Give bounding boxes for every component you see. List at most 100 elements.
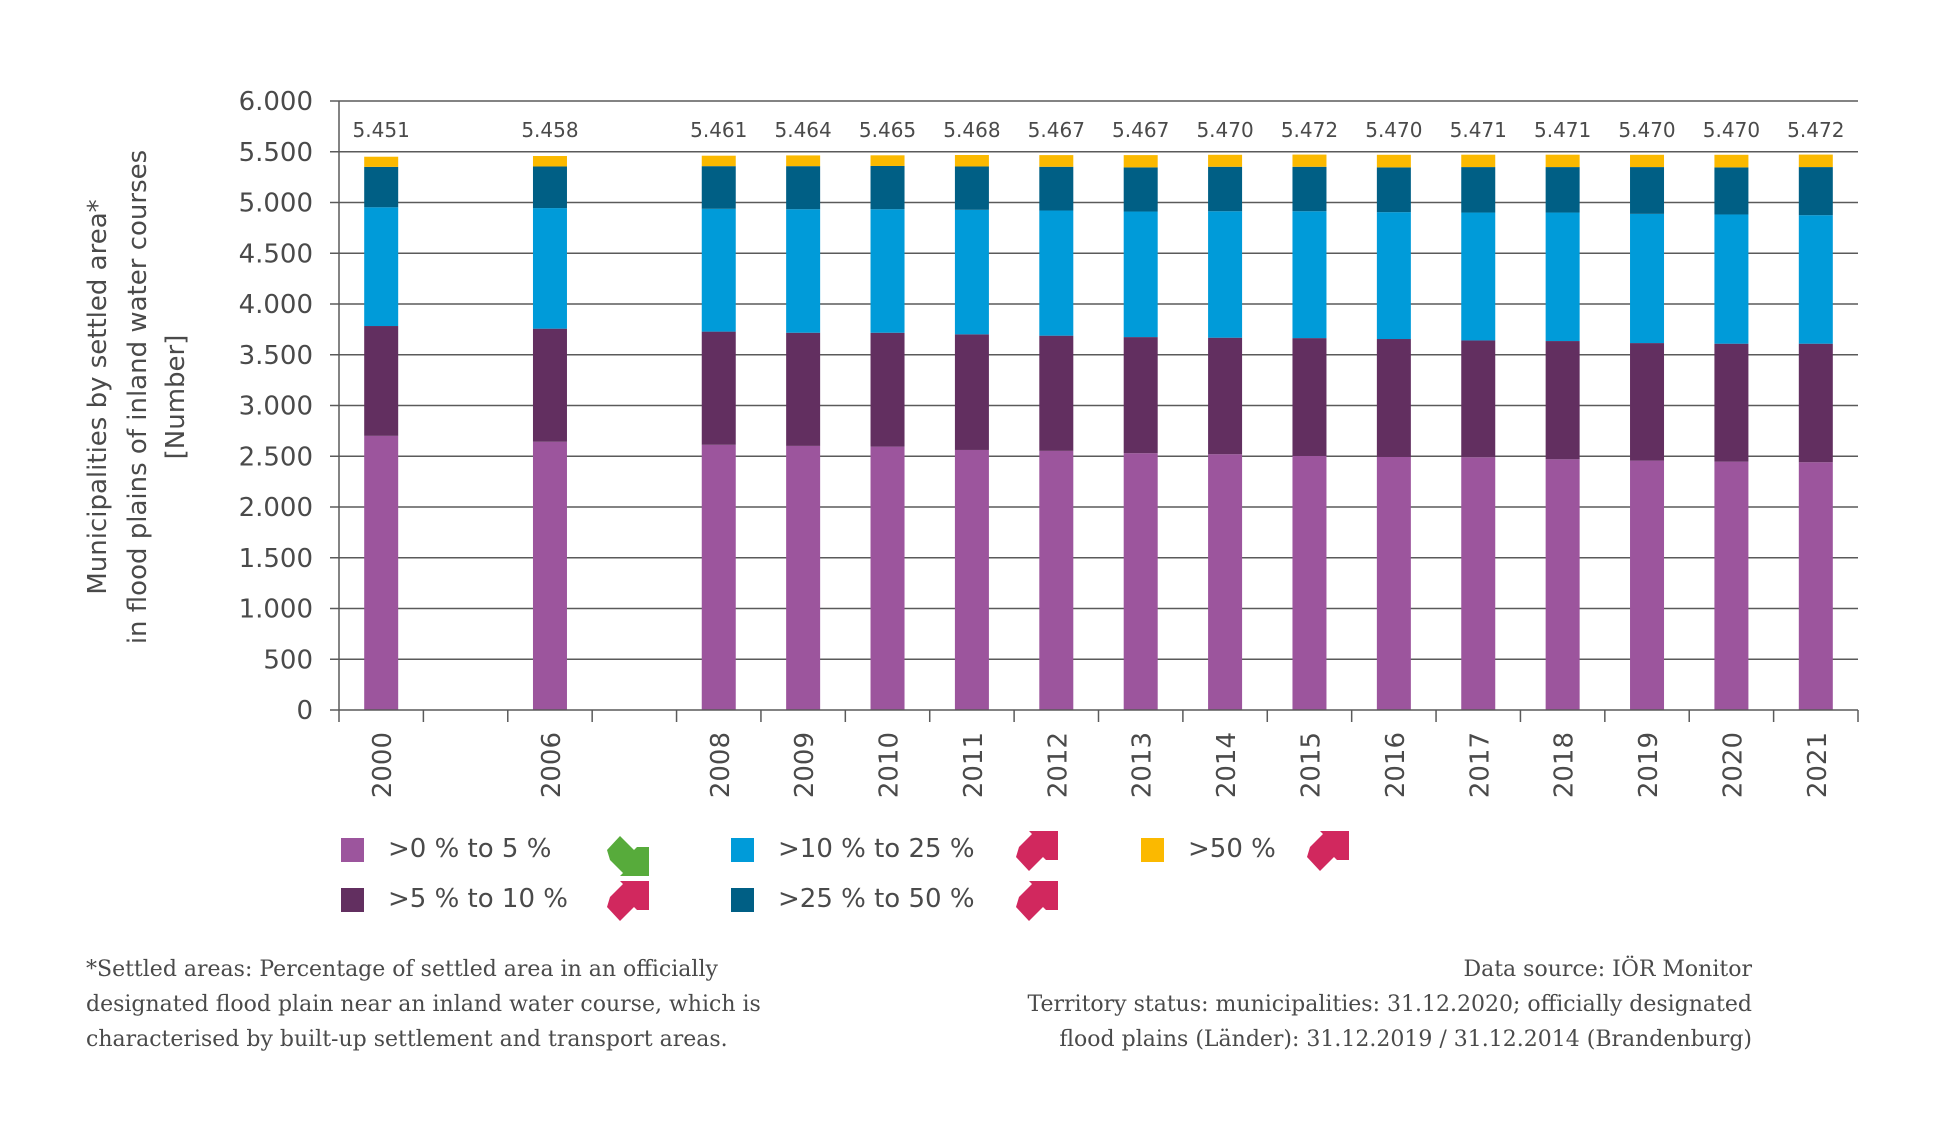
- y-axis-title-3: [Number]: [161, 335, 191, 460]
- bar-segment: [532, 328, 567, 442]
- y-tick-label: 2.500: [239, 442, 313, 472]
- total-value-label: 5.458: [521, 118, 578, 142]
- bar-segment: [1461, 154, 1496, 168]
- bar-segment: [701, 331, 736, 445]
- arrow-down-right-shape: [607, 836, 649, 876]
- total-value-label: 5.472: [1787, 118, 1844, 142]
- total-value-label: 5.468: [943, 118, 1000, 142]
- bar-segment: [1545, 341, 1580, 460]
- bar-segment: [1039, 210, 1074, 336]
- source-line: Territory status: municipalities: 31.12.…: [1027, 992, 1752, 1017]
- x-tick-label: 2011: [959, 732, 989, 798]
- bar-segment: [1208, 454, 1243, 710]
- y-tick-label: 0: [296, 696, 313, 726]
- total-value-label: 5.470: [1196, 118, 1253, 142]
- legend-label: >25 % to 50 %: [778, 884, 975, 914]
- total-value-label: 5.471: [1534, 118, 1591, 142]
- bar-segment: [1039, 166, 1074, 211]
- bar-segment: [1545, 167, 1580, 213]
- bar-segment: [954, 449, 989, 710]
- gridlines: [339, 100, 1858, 660]
- bar-segment: [364, 166, 399, 208]
- bar-segment: [1039, 155, 1074, 167]
- bar-segment: [701, 444, 736, 710]
- total-value-label: 5.470: [1365, 118, 1422, 142]
- legend-label: >0 % to 5 %: [388, 834, 552, 864]
- y-tick-label: 4.000: [239, 290, 313, 320]
- bar-segment: [1292, 338, 1327, 456]
- total-value-label: 5.465: [859, 118, 916, 142]
- total-value-label: 5.461: [690, 118, 747, 142]
- bar-segment: [1376, 212, 1411, 340]
- bar-segment: [1714, 214, 1749, 344]
- bar-segment: [786, 445, 821, 710]
- legend-item-25-50: >25 % to 50 %: [731, 881, 1058, 921]
- x-tick-label: 2016: [1381, 732, 1411, 798]
- bar-segment: [1461, 340, 1496, 458]
- bar-segment: [786, 332, 821, 446]
- bar-segment: [1208, 211, 1243, 338]
- bar-segment: [364, 207, 399, 327]
- footnote-line: designated flood plain near an inland wa…: [86, 992, 761, 1017]
- bar-segment: [1714, 167, 1749, 215]
- bar-segment: [1714, 343, 1749, 462]
- bar-segment: [1292, 455, 1327, 710]
- bar-segment: [364, 156, 399, 167]
- y-tick-label: 4.500: [239, 239, 313, 269]
- legend-swatch: [731, 888, 754, 912]
- bar-segment: [1123, 155, 1158, 168]
- y-tick-label: 5.000: [239, 189, 313, 219]
- bar-segment: [1545, 459, 1580, 710]
- total-value-label: 5.470: [1618, 118, 1675, 142]
- bar-segment: [870, 446, 905, 710]
- bar-segment: [1039, 450, 1074, 710]
- bar-segment: [532, 441, 567, 710]
- bar-segment: [1798, 167, 1833, 216]
- footnote-line: *Settled areas: Percentage of settled ar…: [86, 957, 718, 982]
- x-tick-label: 2017: [1465, 732, 1495, 798]
- arrow-up-right-shape: [1307, 831, 1349, 871]
- arrow-up-right-shape: [607, 881, 649, 921]
- x-tick-label: 2014: [1212, 732, 1242, 798]
- y-tick-label: 1.000: [239, 595, 313, 625]
- bar-segment: [870, 332, 905, 447]
- bar-segment: [954, 154, 989, 167]
- y-tick-label: 500: [263, 645, 313, 675]
- bar-segment: [1039, 335, 1074, 451]
- trend-arrow-up-icon: [1307, 831, 1349, 871]
- y-tick-label: 2.000: [239, 493, 313, 523]
- bar-segment: [701, 155, 736, 167]
- total-value-label: 5.467: [1112, 118, 1169, 142]
- legend-swatch: [341, 838, 364, 862]
- bar-segment: [1208, 154, 1243, 167]
- x-tick-label: 2013: [1128, 732, 1158, 798]
- axes: [330, 100, 1859, 722]
- y-tick-label: 3.000: [239, 392, 313, 422]
- total-value-label: 5.471: [1450, 118, 1507, 142]
- x-tick-label: 2009: [790, 732, 820, 798]
- bar-segment: [786, 155, 821, 167]
- legend-label: >10 % to 25 %: [778, 834, 975, 864]
- legend-swatch: [1141, 838, 1164, 862]
- bar-segment: [1123, 453, 1158, 710]
- bar-segment: [532, 166, 567, 209]
- bar-segment: [1798, 343, 1833, 463]
- bar-segment: [701, 166, 736, 209]
- bar-segment: [870, 209, 905, 333]
- bar-segment: [1292, 154, 1327, 167]
- footnote: *Settled areas: Percentage of settled ar…: [86, 952, 906, 1057]
- x-tick-label: 2015: [1296, 732, 1326, 798]
- trend-arrow-down-icon: [607, 836, 649, 876]
- y-axis-title: Municipalities by settled area*: [83, 199, 113, 594]
- x-tick-labels: 2000 2006 2008 2009 2010 2011 2012 2013 2014 2015…: [368, 732, 1833, 798]
- legend-item-10-25: >10 % to 25 %: [731, 831, 1058, 871]
- bar-segment: [870, 165, 905, 210]
- bar-segment: [1545, 212, 1580, 342]
- bar-segment: [1630, 213, 1665, 344]
- bar-segment: [364, 326, 399, 436]
- bar-segment: [1630, 167, 1665, 214]
- total-value-labels: 5.451 5.458 5.461 5.464 5.465 5.468 5.467 5.467…: [353, 118, 1845, 142]
- arrow-up-right-shape: [1016, 881, 1058, 921]
- bar-segment: [1123, 337, 1158, 454]
- x-tick-label: 2012: [1043, 732, 1073, 798]
